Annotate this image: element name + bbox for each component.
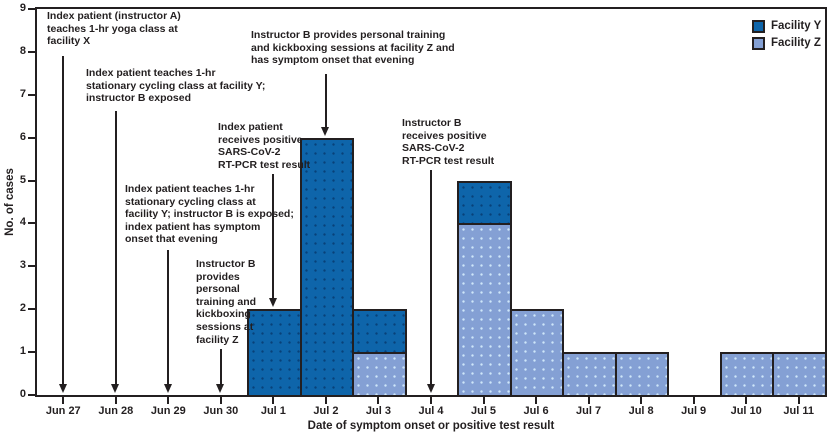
x-tick-label-jun-28: Jun 28 (98, 405, 134, 417)
annotation-arrowhead-icon-index-patient-positive-jul1 (268, 298, 277, 308)
y-tick-1 (28, 351, 35, 354)
legend-label-facility-z: Facility Z (771, 37, 821, 49)
annotation-arrow-line-cycling-class-jun28 (114, 111, 117, 386)
y-tick-4 (28, 222, 35, 225)
y-tick-7 (28, 93, 35, 96)
bar-segment-jul-11-facility-z (772, 352, 827, 397)
x-tick-jul-1 (272, 397, 275, 404)
x-tick-label-jul-11: Jul 11 (783, 405, 814, 417)
annotation-arrow-line-training-sessions-jul2 (324, 74, 327, 129)
legend-item-facility-z: Facility Z (752, 36, 821, 50)
y-tick-9 (28, 8, 35, 10)
bar-segment-jul-3-facility-z (352, 352, 407, 397)
annotation-training-sessions-jul2: Instructor B provides personal training … (251, 29, 455, 67)
annotation-arrow-line-training-sessions-jun30 (219, 349, 222, 386)
y-tick-label-9: 9 (19, 2, 26, 14)
x-tick-jun-28 (114, 397, 117, 404)
x-tick-jul-5 (482, 397, 485, 404)
y-tick-label-4: 4 (19, 216, 26, 229)
x-tick-jul-3 (377, 397, 380, 404)
annotation-cycling-class-jun29: Index patient teaches 1-hr stationary cy… (125, 183, 294, 246)
y-tick-2 (28, 308, 35, 311)
annotation-cycling-class-jun28: Index patient teaches 1-hr stationary cy… (86, 67, 266, 105)
annotation-yoga-class-jun27: Index patient (instructor A) teaches 1-h… (47, 10, 181, 48)
y-tick-5 (28, 179, 35, 182)
x-tick-label-jul-6: Jul 6 (523, 405, 549, 417)
annotation-instructor-b-positive-jul4: Instructor B receives positive SARS-CoV-… (402, 117, 495, 167)
annotation-arrowhead-icon-yoga-class-jun27 (58, 384, 67, 393)
annotation-arrow-line-cycling-class-jun29 (167, 250, 170, 386)
bar-segment-jul-10-facility-z (719, 352, 775, 397)
bar-segment-jul-7-facility-z (562, 352, 617, 397)
annotation-arrow-line-yoga-class-jun27 (62, 56, 65, 386)
bar-segment-jul-5-facility-z (457, 223, 512, 397)
annotation-index-patient-positive-jul1: Index patient receives positive SARS-CoV… (218, 121, 311, 171)
x-tick-label-jun-27: Jun 27 (45, 405, 81, 417)
bar-segment-jul-1-facility-y (247, 309, 302, 397)
bar-segment-jul-5-facility-y (457, 180, 512, 226)
annotation-arrow-line-index-patient-positive-jul1 (272, 174, 275, 301)
y-tick-3 (28, 265, 35, 268)
x-axis-title: Date of symptom onset or positive test r… (307, 420, 555, 432)
bar-segment-jul-3-facility-y (352, 309, 407, 355)
annotation-arrowhead-icon-training-sessions-jul2 (321, 126, 330, 136)
y-tick-0 (28, 394, 35, 396)
bar-segment-jul-8-facility-z (614, 352, 670, 397)
x-tick-label-jul-2: Jul 2 (313, 405, 339, 417)
legend-label-facility-y: Facility Y (771, 20, 822, 32)
legend-item-facility-y: Facility Y (752, 19, 821, 33)
y-tick-label-8: 8 (19, 44, 26, 57)
x-tick-label-jun-30: Jun 30 (203, 405, 239, 417)
annotation-arrowhead-icon-cycling-class-jun28 (111, 384, 120, 393)
x-tick-label-jul-3: Jul 3 (365, 405, 391, 417)
x-tick-jul-10 (745, 397, 748, 404)
legend: Facility Y Facility Z (752, 19, 821, 50)
annotation-training-sessions-jun30: Instructor B provides personal training … (196, 258, 257, 346)
y-tick-label-0: 0 (19, 388, 26, 400)
x-tick-jun-27 (62, 397, 65, 404)
plot-frame (35, 7, 827, 397)
y-tick-label-3: 3 (19, 259, 26, 272)
bar-segment-jul-6-facility-z (509, 309, 565, 397)
x-tick-jul-6 (535, 397, 538, 404)
x-tick-label-jul-8: Jul 8 (628, 405, 654, 417)
x-tick-jun-30 (219, 397, 222, 404)
legend-swatch-facility-z (752, 36, 765, 50)
y-tick-6 (28, 136, 35, 139)
bar-segment-jul-2-facility-y (299, 137, 355, 397)
legend-swatch-facility-y (752, 19, 765, 33)
x-tick-label-jul-4: Jul 4 (418, 405, 444, 417)
y-tick-label-7: 7 (19, 87, 26, 100)
x-tick-label-jul-9: Jul 9 (681, 405, 707, 417)
x-tick-jul-11 (797, 397, 800, 404)
x-tick-jul-4 (430, 397, 432, 404)
x-tick-jun-29 (167, 397, 170, 404)
y-tick-label-5: 5 (19, 173, 26, 186)
x-tick-jul-7 (587, 397, 590, 404)
annotation-arrow-line-instructor-b-positive-jul4 (430, 170, 432, 386)
x-tick-jul-9 (692, 397, 695, 404)
y-tick-label-6: 6 (19, 130, 26, 143)
x-tick-label-jun-29: Jun 29 (150, 405, 186, 417)
x-tick-jul-8 (640, 397, 643, 404)
x-tick-label-jul-10: Jul 10 (730, 405, 762, 417)
x-tick-label-jul-5: Jul 5 (470, 405, 497, 417)
y-tick-label-2: 2 (19, 302, 26, 315)
y-tick-label-1: 1 (19, 345, 26, 358)
x-tick-label-jul-1: Jul 1 (260, 405, 286, 417)
x-tick-label-jul-7: Jul 7 (576, 405, 602, 417)
x-tick-jul-2 (324, 397, 327, 404)
annotation-arrowhead-icon-cycling-class-jun29 (163, 384, 172, 393)
annotation-arrowhead-icon-instructor-b-positive-jul4 (426, 384, 435, 393)
y-tick-8 (28, 50, 35, 53)
annotation-arrowhead-icon-training-sessions-jun30 (216, 384, 225, 393)
